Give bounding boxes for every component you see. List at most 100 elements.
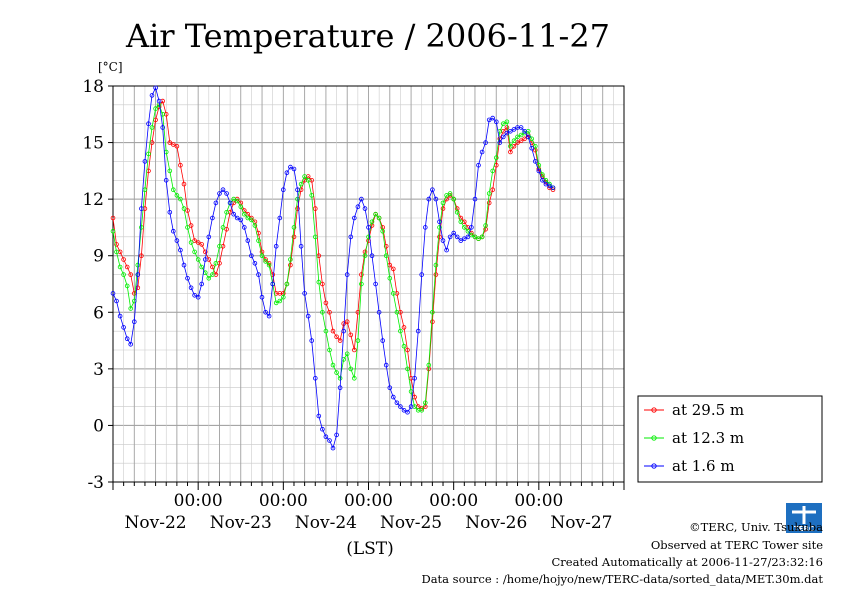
data-point xyxy=(472,196,478,202)
data-point xyxy=(444,247,449,253)
data-point xyxy=(167,140,173,145)
data-point xyxy=(280,187,286,193)
data-point xyxy=(469,232,474,238)
data-point xyxy=(284,281,290,287)
data-point xyxy=(234,198,240,204)
data-point xyxy=(234,215,240,221)
data-point xyxy=(394,309,400,315)
data-point xyxy=(320,426,325,432)
data-point xyxy=(231,211,237,217)
data-point xyxy=(117,313,123,319)
data-point xyxy=(369,253,375,259)
data-point xyxy=(500,134,506,140)
data-point xyxy=(245,215,251,221)
x-date-label: Nov-24 xyxy=(295,513,357,533)
data-point xyxy=(500,121,506,126)
data-point xyxy=(522,129,527,134)
data-point xyxy=(547,183,552,189)
data-point xyxy=(398,328,403,334)
data-point xyxy=(362,253,368,259)
source-text: Data source : /home/hojyo/new/TERC-data/… xyxy=(421,572,823,586)
data-point xyxy=(401,325,407,330)
data-point xyxy=(536,168,542,174)
data-point xyxy=(454,210,460,215)
data-point xyxy=(192,292,197,298)
data-point xyxy=(213,260,219,266)
y-tick-label: 3 xyxy=(93,360,104,380)
data-point xyxy=(401,407,407,413)
data-point xyxy=(351,347,357,353)
data-point xyxy=(195,294,201,300)
y-tick-label: 15 xyxy=(82,134,104,154)
data-point xyxy=(344,272,350,277)
data-point xyxy=(479,149,485,155)
data-point xyxy=(518,125,524,130)
data-point xyxy=(469,225,474,230)
data-point xyxy=(359,281,364,287)
data-point xyxy=(437,234,442,240)
x-date-label: Nov-22 xyxy=(125,513,187,533)
legend-label: at 29.5 m xyxy=(672,401,744,419)
data-point xyxy=(195,240,201,245)
data-point xyxy=(178,162,183,168)
legend-marker xyxy=(651,407,657,413)
data-point xyxy=(366,234,371,240)
data-point xyxy=(181,206,187,211)
data-point xyxy=(405,409,410,415)
data-point xyxy=(185,208,190,213)
data-point xyxy=(309,338,315,343)
y-tick-label: 18 xyxy=(82,77,104,97)
legend-box xyxy=(637,395,823,483)
data-point xyxy=(337,385,343,391)
data-point xyxy=(458,238,464,243)
data-point xyxy=(351,215,357,221)
terc-logo-text: TERC xyxy=(794,525,814,533)
data-point xyxy=(174,144,180,149)
data-point xyxy=(323,300,329,306)
data-point xyxy=(490,115,496,121)
y-tick-label: -3 xyxy=(87,473,104,493)
data-point xyxy=(132,319,137,325)
site-text: Observed at TERC Tower site xyxy=(651,538,823,552)
data-point xyxy=(163,178,169,183)
legend-marker xyxy=(651,435,657,441)
data-point xyxy=(124,264,130,270)
data-point xyxy=(203,249,208,255)
data-point xyxy=(206,234,212,240)
data-point xyxy=(327,347,332,353)
data-point xyxy=(504,130,510,136)
data-point xyxy=(195,257,201,262)
data-point xyxy=(504,125,510,130)
data-point xyxy=(486,200,492,206)
data-point xyxy=(461,236,467,242)
data-point xyxy=(121,257,126,262)
data-point xyxy=(259,253,265,259)
data-point xyxy=(476,162,481,168)
data-point xyxy=(490,187,496,193)
data-point xyxy=(419,272,425,277)
data-point xyxy=(210,272,215,277)
data-point xyxy=(199,281,205,287)
data-point xyxy=(437,219,442,225)
data-point xyxy=(185,225,190,230)
data-point xyxy=(245,238,251,243)
data-point xyxy=(330,445,336,451)
data-point xyxy=(302,174,307,179)
data-point xyxy=(110,291,116,296)
data-point xyxy=(426,196,432,202)
data-point xyxy=(139,206,144,211)
data-point xyxy=(188,223,194,228)
data-point xyxy=(327,309,332,315)
data-point xyxy=(344,351,350,357)
data-point xyxy=(259,294,265,300)
data-point xyxy=(295,196,300,202)
data-point xyxy=(461,225,467,230)
data-point xyxy=(433,262,439,268)
terc-logo: TERC xyxy=(786,503,822,533)
data-point xyxy=(188,285,194,291)
data-point xyxy=(348,366,354,372)
x-date-label: Nov-23 xyxy=(210,513,272,533)
data-point xyxy=(199,242,205,247)
data-point xyxy=(486,191,492,196)
